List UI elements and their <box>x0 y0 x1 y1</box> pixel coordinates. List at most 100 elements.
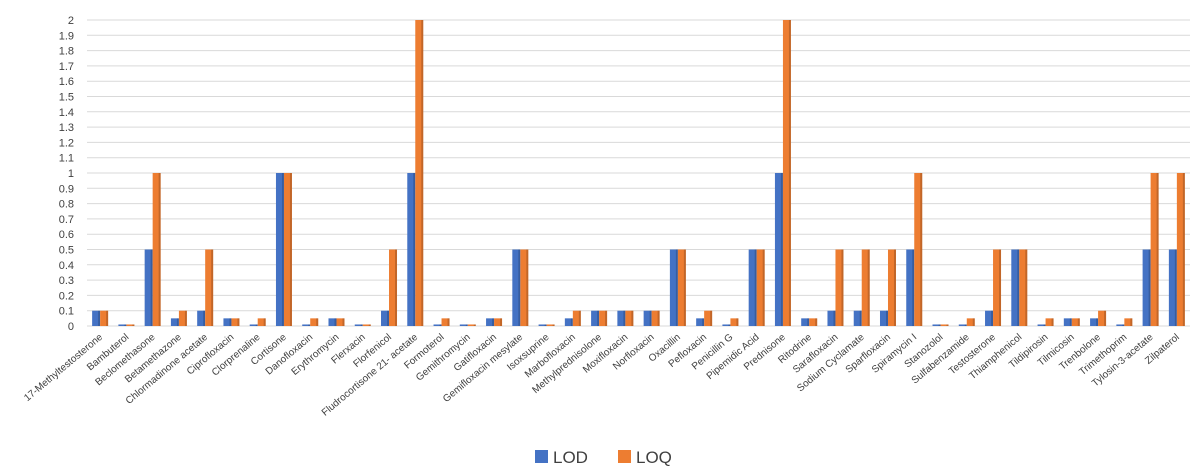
bar-loq <box>730 318 739 326</box>
bar-lod <box>669 249 678 326</box>
bar-lod <box>328 318 337 326</box>
bars <box>92 20 1185 326</box>
bar-lod <box>827 310 836 326</box>
bar-shade <box>368 324 371 326</box>
bar-lod <box>144 249 153 326</box>
bar-lod <box>92 310 101 326</box>
y-tick-label: 0.9 <box>59 183 74 195</box>
bar-shade <box>605 310 608 326</box>
bar-shade <box>702 318 705 326</box>
bar-loq <box>283 173 292 326</box>
bar-shade <box>762 249 765 326</box>
bar-shade <box>728 324 731 326</box>
bar-shade <box>631 310 634 326</box>
bar-lod <box>407 173 416 326</box>
bar-shade <box>999 249 1002 326</box>
bar-shade <box>289 173 292 326</box>
bar-loq <box>546 324 555 326</box>
bar-loq <box>178 310 187 326</box>
y-tick-label: 2 <box>68 15 74 27</box>
y-tick-label: 1.8 <box>59 46 74 58</box>
legend: LOD LOQ <box>535 448 672 467</box>
bar-lod <box>1011 249 1020 326</box>
bar-shade <box>1017 249 1020 326</box>
bar-lod <box>906 249 915 326</box>
bar-loq <box>835 249 844 326</box>
bar-shade <box>176 318 179 326</box>
bar-shade <box>552 324 555 326</box>
bar-shade <box>316 318 319 326</box>
bar-loq <box>677 249 686 326</box>
bar-shade <box>807 318 810 326</box>
bar-loq <box>467 324 476 326</box>
gridlines <box>87 19 1190 327</box>
bar-lod <box>275 173 284 326</box>
bar-loq <box>809 318 818 326</box>
y-tick-label: 1.4 <box>59 107 74 119</box>
bar-lod <box>801 318 810 326</box>
bar-shade <box>859 310 862 326</box>
x-axis-labels: 17-MethyltestosteroneBambuterolBeclometh… <box>22 332 1182 419</box>
bar-lod <box>486 318 495 326</box>
bar-shade <box>1077 318 1080 326</box>
bar-lod <box>932 324 941 326</box>
bar-lod <box>564 318 573 326</box>
bar-loq <box>651 310 660 326</box>
bar-shade <box>597 310 600 326</box>
bar-shade <box>833 310 836 326</box>
bar-shade <box>657 310 660 326</box>
bar-lod <box>591 310 600 326</box>
y-tick-label: 1.6 <box>59 76 74 88</box>
bar-shade <box>885 310 888 326</box>
bar-shade <box>1104 310 1107 326</box>
y-tick-label: 1 <box>68 168 74 180</box>
bar-loq <box>336 318 345 326</box>
y-tick-label: 1.3 <box>59 122 74 134</box>
bar-shade <box>1130 318 1133 326</box>
bar-shade <box>308 324 311 326</box>
bar-shade <box>1069 318 1072 326</box>
bar-loq <box>520 249 529 326</box>
y-tick-label: 1.7 <box>59 61 74 73</box>
y-tick-label: 0.1 <box>59 306 74 318</box>
bar-shade <box>570 318 573 326</box>
bar-shade <box>920 173 923 326</box>
bar-shade <box>1182 173 1185 326</box>
y-tick-label: 0 <box>68 321 74 333</box>
bar-lod <box>197 310 206 326</box>
y-tick-label: 1.9 <box>59 30 74 42</box>
bar-lod <box>433 324 442 326</box>
bar-shade <box>124 324 127 326</box>
bar-lod <box>170 318 179 326</box>
bar-shade <box>1051 318 1054 326</box>
bar-loq <box>914 173 923 326</box>
bar-shade <box>649 310 652 326</box>
legend-swatch-loq <box>618 450 631 463</box>
bar-shade <box>211 249 214 326</box>
bar-loq <box>100 310 109 326</box>
bar-shade <box>360 324 363 326</box>
bar-shade <box>447 318 450 326</box>
bar-lod <box>748 249 757 326</box>
bar-shade <box>1174 249 1177 326</box>
bar-shade <box>465 324 468 326</box>
bar-loq <box>1124 318 1133 326</box>
bar-shade <box>754 249 757 326</box>
y-tick-label: 1.5 <box>59 92 74 104</box>
bar-loq <box>310 318 319 326</box>
bar-shade <box>473 324 476 326</box>
bar-loq <box>231 318 240 326</box>
y-axis-ticks: 0 0.1 0.2 0.3 0.4 0.5 0.6 0.7 0.8 0.9 1 1.1 1.2 1.3 1.… <box>59 15 74 333</box>
bar-lod <box>512 249 521 326</box>
bar-lod <box>1063 318 1072 326</box>
bar-shade <box>912 249 915 326</box>
bar-lod <box>1116 324 1125 326</box>
bar-shade <box>1043 324 1046 326</box>
bar-lod <box>1090 318 1099 326</box>
bar-lod <box>538 324 547 326</box>
legend-label-lod: LOD <box>553 448 588 467</box>
bar-lod <box>853 310 862 326</box>
legend-label-loq: LOQ <box>636 448 672 467</box>
bar-lod <box>617 310 626 326</box>
y-tick-label: 0.6 <box>59 229 74 241</box>
